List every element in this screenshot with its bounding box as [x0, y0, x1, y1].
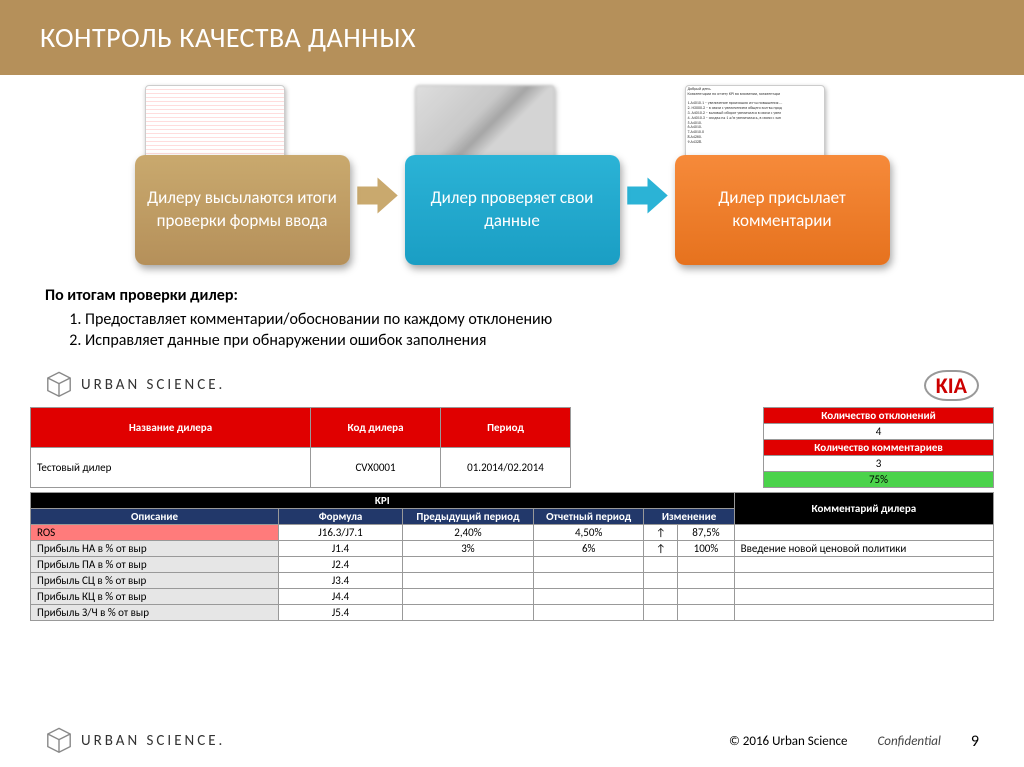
- step-1-box: Дилеру высылаются итоги проверки формы в…: [135, 155, 350, 265]
- cube-icon: [45, 727, 73, 755]
- arrow-icon: [625, 173, 670, 218]
- step-1: Дилеру высылаются итоги проверки формы в…: [135, 95, 350, 265]
- kia-logo: KIA: [924, 370, 979, 401]
- table-row: Прибыль СЦ в % от вырJ3.4: [31, 572, 994, 588]
- dealer-table: Название дилера Код дилера Период Тестов…: [30, 407, 571, 488]
- footer: URBAN SCIENCE. © 2016 Urban Science Conf…: [0, 727, 1024, 755]
- step-2: Дилер проверяет свои данные: [405, 95, 620, 265]
- page-title: КОНТРОЛЬ КАЧЕСТВА ДАННЫХ: [0, 0, 1024, 75]
- table-row: Прибыль НА в % от вырJ1.43%6%↑100%Введен…: [31, 540, 994, 556]
- table-row: Прибыль КЦ в % от вырJ4.4: [31, 588, 994, 604]
- table-row: Прибыль З/Ч в % от вырJ5.4: [31, 604, 994, 620]
- step-3-box: Дилер присылает комментарии: [675, 155, 890, 265]
- cube-icon: [45, 371, 73, 399]
- kpi-table: KPI Комментарий дилера Описание Формула …: [30, 492, 994, 621]
- urban-science-logo-footer: URBAN SCIENCE.: [45, 727, 225, 755]
- logo-row: URBAN SCIENCE. KIA: [0, 362, 1024, 405]
- arrow-icon: [355, 173, 400, 218]
- table-row: Прибыль ПА в % от вырJ2.4: [31, 556, 994, 572]
- step-2-box: Дилер проверяет свои данные: [405, 155, 620, 265]
- deviation-table: Количество отклонений 4 Количество комме…: [763, 407, 994, 488]
- table-row: ROSJ16.3/J7.12,40%4,50%↑87,5%: [31, 524, 994, 540]
- body-text: По итогам проверки дилер: Предоставляет …: [0, 275, 1024, 362]
- tables-area: Название дилера Код дилера Период Тестов…: [0, 405, 1024, 623]
- step-3: Добрый день. Комментарии по отчету KPI в…: [675, 95, 890, 265]
- process-flow: Дилеру высылаются итоги проверки формы в…: [0, 75, 1024, 275]
- urban-science-logo: URBAN SCIENCE.: [45, 371, 225, 399]
